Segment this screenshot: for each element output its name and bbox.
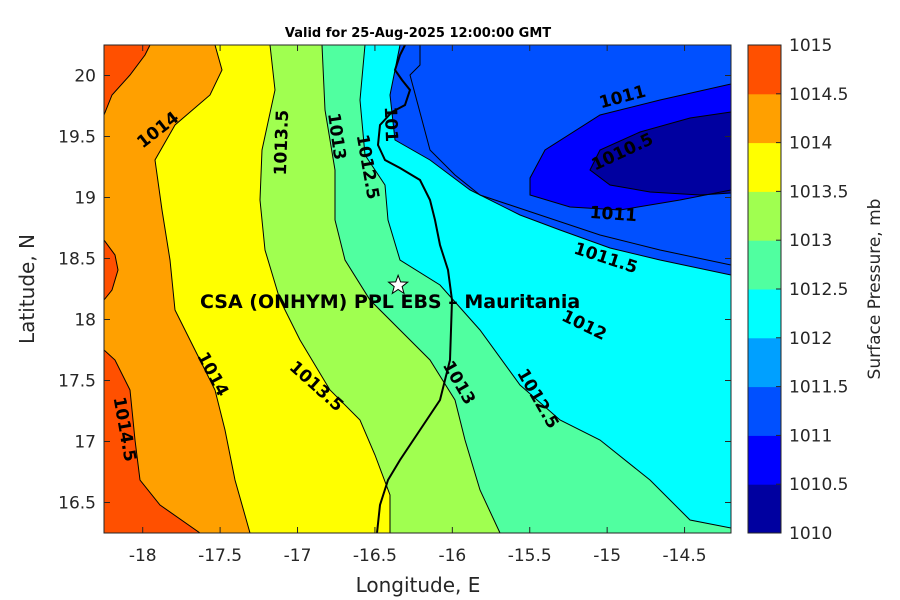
chart-title: Valid for 25-Aug-2025 12:00:00 GMT (285, 26, 551, 41)
coastline (376, 45, 454, 533)
colorbar-tick-label: 1010.5 (789, 475, 848, 495)
colorbar-tick-label: 1014 (789, 134, 832, 154)
contour-label: 1013.5 (271, 109, 293, 175)
contour-line (104, 45, 151, 116)
colorbar-swatch (748, 484, 781, 534)
colorbar-tick-label: 1011 (789, 426, 832, 446)
contour-line (389, 45, 731, 276)
x-axis-label: Longitude, E (356, 573, 481, 597)
x-tick-label: -17 (284, 546, 312, 566)
pressure-band-1014-5 (104, 350, 200, 533)
y-axis: 16.5 17 17.5 18 18.5 19 19.5 20 (58, 67, 731, 514)
colorbar-swatch (748, 386, 781, 436)
contour-lines (104, 45, 731, 533)
y-tick-label: 18 (74, 311, 96, 331)
colorbar-tick-label: 1012 (789, 329, 832, 349)
colorbar-label: Surface Pressure, mb (865, 199, 885, 380)
colorbar-swatch (748, 435, 781, 485)
y-tick-label: 19 (74, 189, 96, 209)
site-label: CSA (ONHYM) PPL EBS – Mauritania (200, 291, 580, 313)
contour-line (409, 45, 731, 266)
y-axis-label: Latitude, N (15, 234, 39, 344)
contour-line (259, 45, 391, 533)
contour-line (104, 239, 119, 301)
y-tick-label: 17.5 (58, 372, 96, 392)
colorbar-tick-label: 1014.5 (789, 85, 848, 105)
contour-line (589, 111, 731, 196)
colorbar: 1010 1010.5 1011 1011.5 1012 1012.5 1013 1013.5… (747, 36, 848, 544)
y-tick-label: 19.5 (58, 128, 96, 148)
y-tick-label: 18.5 (58, 250, 96, 270)
colorbar-tick-label: 1013 (789, 231, 832, 251)
x-tick-label: -17.5 (198, 546, 242, 566)
contour-line (359, 45, 731, 529)
x-axis: -18 -17.5 -17 -16.5 -16 -15.5 -15 -14.5 (129, 45, 707, 566)
contour-label: 1011 (589, 203, 638, 226)
y-tick-label: 20 (74, 67, 96, 87)
colorbar-swatch (748, 191, 781, 241)
x-tick-label: -15 (593, 546, 621, 566)
x-tick-label: -16.5 (353, 546, 397, 566)
x-tick-label: -14.5 (663, 546, 707, 566)
colorbar-swatch (748, 142, 781, 192)
pressure-band-1014-5-north (104, 45, 150, 115)
colorbar-swatch (748, 45, 781, 95)
colorbar-swatch (748, 289, 781, 339)
y-tick-label: 16.5 (58, 494, 96, 514)
site-star-marker (387, 273, 410, 295)
contour-line (154, 45, 251, 533)
contour-label: 101 (380, 106, 401, 142)
colorbar-tick-label: 1011.5 (789, 378, 848, 398)
colorbar-swatch (748, 337, 781, 388)
contour-line (104, 349, 201, 533)
pressure-band-1010 (590, 112, 731, 195)
y-tick-label: 17 (74, 433, 96, 453)
x-tick-label: -15.5 (508, 546, 552, 566)
pressure-band-1014 (104, 45, 250, 533)
colorbar-tick-label: 1010 (789, 524, 832, 544)
colorbar-tick-label: 1015 (789, 36, 832, 56)
colorbar-tick-label: 1012.5 (789, 280, 848, 300)
x-tick-label: -16 (438, 546, 466, 566)
colorbar-swatch (748, 93, 781, 144)
x-tick-label: -18 (129, 546, 157, 566)
colorbar-swatch (748, 240, 781, 290)
contour-line (529, 83, 731, 211)
colorbar-tick-label: 1013.5 (789, 182, 848, 202)
star-icon (387, 273, 410, 295)
contour-line (321, 45, 501, 533)
plot-frame (103, 44, 732, 534)
